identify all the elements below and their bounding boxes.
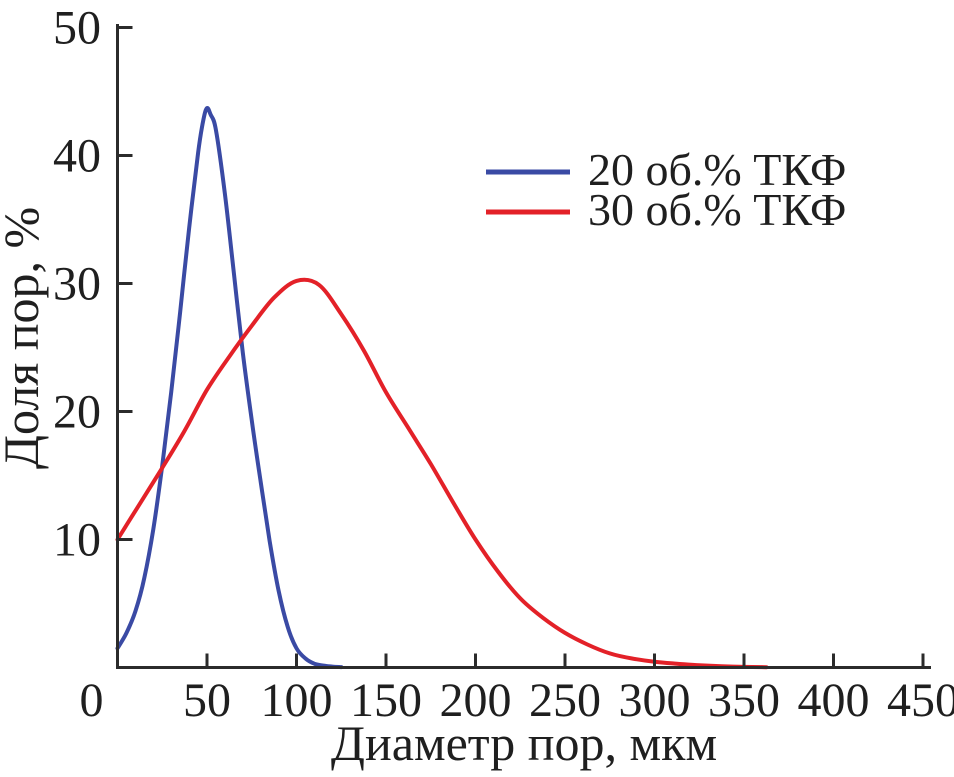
legend-label-series-0: 20 об.% ТКФ	[588, 144, 846, 195]
x-tick-label: 450	[887, 674, 954, 727]
y-tick-label: 10	[53, 514, 101, 567]
tick-layer	[116, 26, 925, 666]
y-tick-label: 40	[53, 130, 101, 183]
x-tick-label: 150	[350, 674, 422, 727]
series-curve-0	[115, 105, 344, 670]
series-curve-1	[115, 277, 769, 670]
y-tick-label: 50	[53, 2, 101, 55]
x-tick-label: 50	[183, 674, 231, 727]
legend-label-series-1: 30 об.% ТКФ	[588, 184, 846, 235]
y-axis-title: Доля пор, %	[0, 207, 49, 469]
x-tick-label: 0	[80, 674, 104, 727]
axes-layer	[116, 24, 931, 669]
curves-layer	[115, 105, 769, 670]
x-tick-label: 250	[529, 674, 601, 727]
x-tick-label: 400	[798, 674, 870, 727]
legend: 20 об.% ТКФ 30 об.% ТКФ	[486, 144, 846, 235]
x-axis-title: Диаметр пор, мкм	[331, 715, 717, 771]
y-tick-label: 20	[53, 386, 101, 439]
x-tick-label: 350	[708, 674, 780, 727]
x-tick-label: 100	[261, 674, 333, 727]
x-tick-label: 300	[619, 674, 691, 727]
x-tick-label: 200	[440, 674, 512, 727]
tick-label-layer: 0 50 100 150 200 250 300 350 400 450 10 20 30 40 50	[53, 2, 954, 728]
y-tick-label: 30	[53, 258, 101, 311]
